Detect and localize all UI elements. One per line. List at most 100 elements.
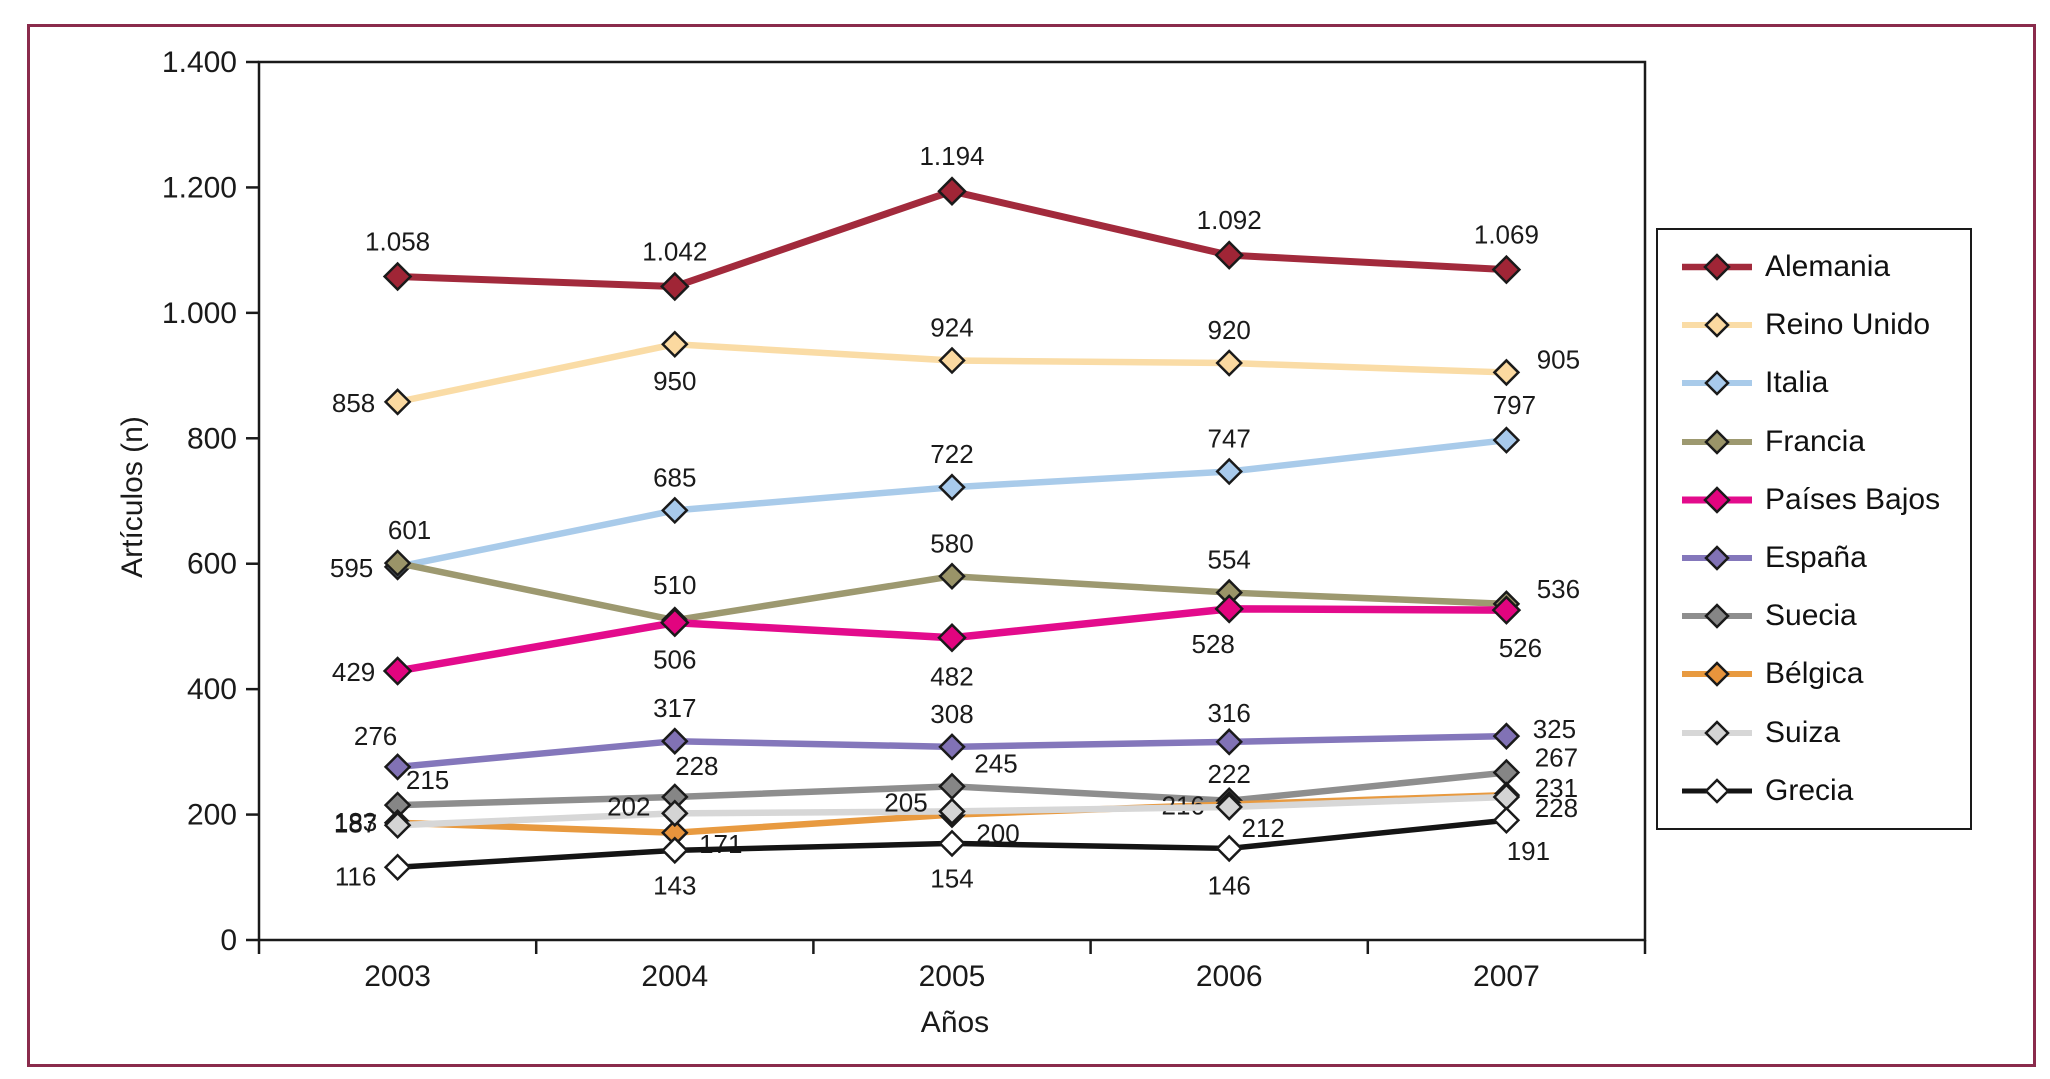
data-label: 1.042 [642,237,707,267]
series-marker [661,799,689,828]
data-label: 154 [930,863,973,893]
legend-item: Grecia [1682,774,1964,808]
series-marker [661,836,689,865]
data-label: 228 [1535,793,1578,823]
series-marker [661,330,689,358]
data-label: 317 [653,693,696,723]
data-label: 554 [1208,545,1251,575]
data-label: 858 [332,388,375,418]
legend-item: Suiza [1682,716,1964,750]
data-label: 685 [653,462,696,492]
y-tick-label: 600 [187,548,237,581]
series-marker [938,562,966,591]
data-label: 797 [1493,390,1536,420]
legend-diamond-sample [1704,370,1730,397]
series-marker [1214,240,1244,270]
series-marker [938,473,966,501]
data-label: 231 [1535,773,1578,803]
legend-diamond-sample [1703,253,1731,281]
legend-label: España [1765,541,1867,575]
data-label: 171 [699,829,742,859]
data-label: 1.069 [1474,220,1539,250]
legend-item: Bélgica [1682,657,1964,691]
data-label: 308 [930,699,973,729]
series-marker [1215,728,1243,756]
series-marker [938,733,966,761]
legend-item: Países Bajos [1682,483,1964,517]
legend-item: Suecia [1682,599,1964,633]
series-marker [1492,806,1521,834]
series-marker [660,271,690,302]
legend-marker-icon [1682,661,1752,688]
legend-label: Alemania [1765,250,1891,284]
legend-marker-icon [1682,603,1752,629]
data-label: 116 [335,861,376,891]
x-tick-label: 2007 [1473,960,1540,993]
figure-border [27,24,2036,1067]
data-label: 510 [653,570,696,600]
series-marker [937,176,967,206]
legend-diamond-sample [1704,661,1730,688]
series-marker [1492,426,1521,454]
y-tick-label: 0 [220,924,237,957]
data-label: 146 [1208,870,1251,900]
data-label: 506 [653,645,696,675]
data-label: 245 [974,748,1017,778]
data-label: 601 [388,515,431,545]
series-marker [661,496,689,525]
series-marker [1492,758,1521,787]
series-marker [383,753,412,781]
legend-marker-icon [1682,719,1752,746]
series-marker [383,388,412,416]
legend-label: Suiza [1765,715,1841,749]
legend-marker-icon [1682,545,1752,571]
series-marker [1492,783,1521,811]
data-label: 228 [675,751,718,781]
legend-marker-icon [1682,312,1752,339]
data-label: 183 [334,807,377,837]
x-tick-label: 2003 [364,960,431,993]
series-marker [1491,595,1522,625]
series-marker [938,829,966,858]
legend-marker-icon [1682,486,1752,514]
data-label: 222 [1208,759,1251,789]
legend-item: Alemania [1682,250,1964,284]
data-label: 747 [1208,424,1251,454]
data-label: 1.194 [919,141,984,171]
data-label: 528 [1192,629,1235,659]
series-marker [383,549,412,577]
series-marker [938,346,966,375]
legend-label: Italia [1765,366,1829,400]
data-label: 191 [1507,836,1550,866]
series-marker [1215,349,1243,377]
data-label: 920 [1208,315,1251,345]
series-marker [1214,594,1244,624]
data-label: 526 [1499,633,1542,663]
data-label: 267 [1535,743,1578,773]
data-label: 202 [607,791,650,821]
y-tick-label: 1.000 [162,297,237,330]
series-marker [1215,793,1243,821]
series-marker [1215,457,1243,486]
legend-label: Reino Unido [1765,308,1931,342]
legend-label: Bélgica [1765,657,1864,691]
series-marker [938,797,966,826]
data-label: 950 [653,366,696,396]
legend-item: Reino Unido [1682,308,1964,342]
series-marker [937,622,967,653]
legend-marker-icon [1682,370,1752,397]
legend-diamond-sample [1704,545,1730,571]
legend-diamond-sample [1704,778,1730,804]
x-tick-label: 2004 [641,960,708,993]
legend-diamond-sample [1703,486,1731,514]
y-tick-label: 200 [187,799,237,832]
series-marker [382,261,413,292]
legend-diamond-sample [1704,312,1730,339]
data-label: 924 [930,313,973,343]
data-label: 276 [354,721,397,751]
data-label: 325 [1533,714,1576,744]
data-label: 215 [406,765,449,795]
legend-label: Francia [1765,424,1866,458]
legend-label: Suecia [1765,599,1857,633]
